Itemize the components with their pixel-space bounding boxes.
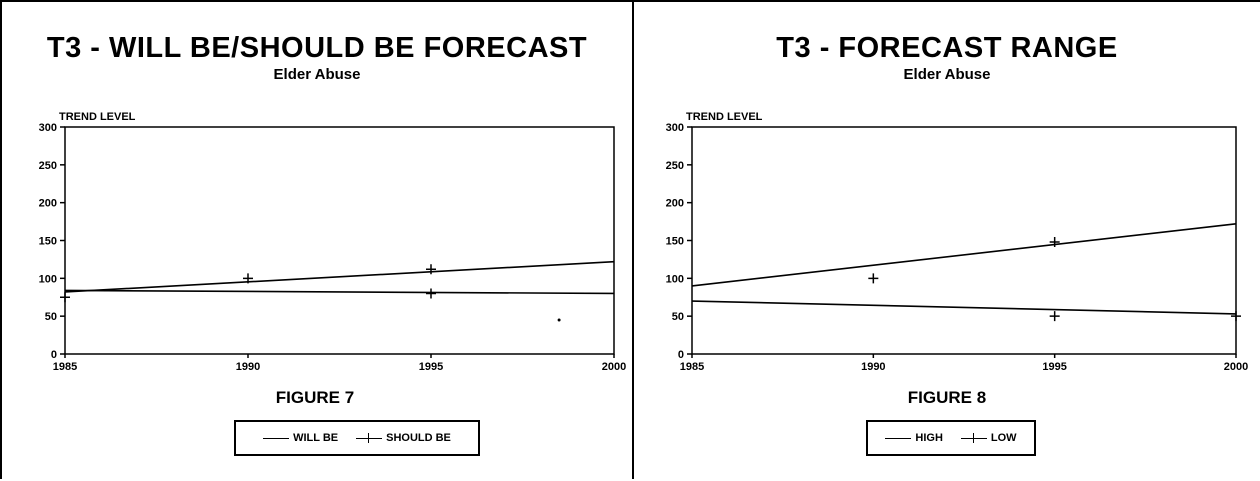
chart-panel-forecast-range: T3 - FORECAST RANGE Elder Abuse TREND LE… [632,0,1260,479]
legend-item-will-be: WILL BE [263,432,338,444]
y-tick-label: 150 [39,236,57,248]
legend-label: SHOULD BE [386,432,451,444]
data-point-marker [426,288,436,299]
x-tick-label: 1995 [419,361,443,373]
chart-panel-will-be-should-be: T3 - WILL BE/SHOULD BE FORECAST Elder Ab… [0,0,632,479]
y-axis-label: TREND LEVEL [686,111,763,123]
chart-subtitle: Elder Abuse [903,66,991,83]
legend-plus-swatch [960,432,987,443]
y-tick-label: 250 [666,160,684,172]
legend-item-should-be: SHOULD BE [356,432,451,444]
figure-caption: FIGURE 7 [275,388,355,407]
y-tick-label: 300 [666,122,684,134]
y-tick-label: 0 [51,349,57,361]
y-tick-label: 50 [672,311,684,323]
legend-label: LOW [990,432,1017,444]
data-point-marker [426,264,436,275]
data-point-marker [868,273,879,284]
x-tick-label: 1990 [861,361,885,373]
line-chart-figure-7: TREND LEVEL 0 50 100 150 200 250 300 1985 1990 199… [39,111,627,373]
series-line-should-be [64,289,615,295]
figure-caption: FIGURE 8 [907,388,987,407]
data-point-marker [60,292,70,303]
x-tick-label: 1995 [1042,361,1066,373]
y-tick-label: 50 [45,311,57,323]
y-tick-label: 200 [666,198,684,210]
series-line-high [691,223,1237,287]
legend-line-swatch [885,437,912,439]
data-point-marker [243,273,253,284]
series-line-will-be [64,260,615,293]
chart-subtitle: Elder Abuse [273,66,361,83]
x-tick-label: 2000 [602,361,626,373]
x-tick-label: 1985 [53,361,77,373]
y-tick-label: 250 [39,160,57,172]
data-point-marker [1049,311,1060,322]
data-point-marker [1231,311,1241,322]
plot-area-frame [691,126,1237,355]
chart-title: T3 - FORECAST RANGE [776,32,1118,64]
legend-item-low: LOW [960,432,1017,444]
x-tick-label: 1990 [236,361,260,373]
chart-title: T3 - WILL BE/SHOULD BE FORECAST [46,32,588,64]
legend-item-high: HIGH [885,432,943,444]
y-tick-label: 200 [39,198,57,210]
data-point-dot [557,318,561,322]
chart-legend: WILL BE SHOULD BE [234,420,480,456]
y-axis-label: TREND LEVEL [59,111,136,123]
data-point-marker [1049,237,1060,248]
legend-label: HIGH [915,432,943,444]
legend-plus-swatch [356,432,383,443]
y-tick-label: 100 [666,273,684,285]
x-tick-label: 1985 [680,361,704,373]
legend-line-swatch [263,437,290,439]
line-chart-figure-8: TREND LEVEL 0 50 100 150 200 250 300 1985 1990 199… [666,111,1249,373]
plot-area-frame [64,126,615,355]
series-line-low [691,300,1237,315]
y-tick-label: 150 [666,236,684,248]
chart-legend: HIGH LOW [866,420,1036,456]
x-tick-label: 2000 [1224,361,1248,373]
y-tick-label: 0 [678,349,684,361]
y-tick-label: 100 [39,273,57,285]
y-tick-label: 300 [39,122,57,134]
legend-label: WILL BE [293,432,339,444]
